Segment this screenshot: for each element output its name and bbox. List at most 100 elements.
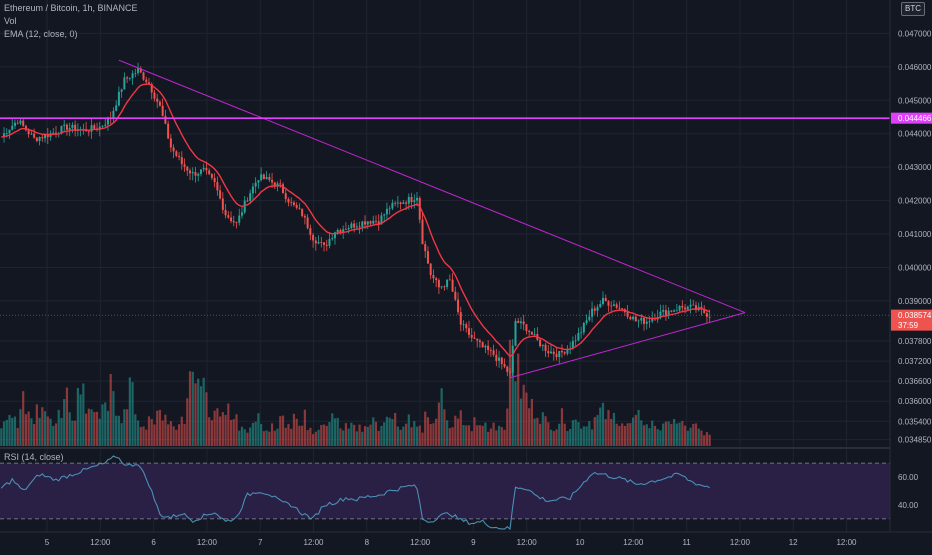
volume-bar — [653, 425, 657, 446]
volume-bar — [314, 431, 317, 446]
volume-bar — [708, 434, 711, 446]
volume-bar — [476, 425, 479, 446]
candle-body — [331, 238, 334, 240]
symbol-legend[interactable]: Ethereum / Bitcoin, 1h, BINANCE — [4, 3, 138, 13]
volume-bar — [615, 423, 618, 446]
candle-body — [189, 170, 192, 174]
volume-bar — [95, 411, 99, 446]
volume-bar — [555, 429, 558, 446]
volume-bar — [243, 429, 246, 446]
volume-bar — [511, 359, 514, 446]
candle-body — [473, 337, 476, 339]
candle-body — [640, 318, 643, 321]
candle-body — [180, 157, 183, 165]
volume-bar — [645, 424, 648, 446]
volume-bar — [177, 424, 181, 446]
volume-bar — [686, 430, 689, 446]
candle-body — [208, 170, 211, 175]
hline-tag-background — [891, 112, 932, 124]
candle-body — [560, 351, 563, 353]
ema-legend[interactable]: EMA (12, close, 0) — [4, 29, 78, 39]
volume-bar — [451, 427, 454, 446]
triangle-trendlines[interactable] — [118, 59, 746, 379]
volume-bar — [109, 373, 112, 446]
candle-body — [446, 279, 449, 287]
candle-body — [517, 320, 520, 324]
candle-body — [459, 312, 462, 325]
volume-bar — [43, 411, 47, 446]
candle-body — [328, 239, 331, 246]
candle-body — [216, 182, 219, 191]
volume-bar — [292, 413, 296, 446]
volume-bar — [571, 420, 575, 446]
volume-bar — [560, 408, 564, 446]
volume-bar — [580, 428, 583, 446]
volume-bar — [238, 430, 241, 446]
candle-body — [104, 124, 107, 126]
candle-body — [364, 221, 367, 225]
volume-bar — [492, 422, 495, 446]
volume-bar — [424, 411, 427, 446]
volume-bar — [262, 431, 265, 446]
candle-body — [470, 334, 473, 338]
candle-body — [205, 167, 208, 171]
candle-body — [448, 279, 451, 281]
volume-bar — [629, 423, 632, 446]
volume-bar — [158, 409, 162, 446]
volume-bar — [249, 427, 252, 446]
time-axis[interactable]: 5 12:00 6 12:00 7 12:00 8 12:00 9 12:00 10 12:00 11 1… — [45, 538, 857, 547]
volume-bar — [240, 426, 244, 446]
time-axis-label: 7 — [258, 538, 263, 547]
price-axis-label: 0.037200 — [898, 357, 932, 366]
candle-body — [675, 310, 678, 312]
candle-body — [498, 357, 501, 361]
candle-body — [539, 339, 542, 347]
candle-body — [355, 226, 358, 228]
volume-bar — [199, 386, 203, 446]
volume-bar — [448, 428, 451, 446]
candle-body — [333, 232, 336, 239]
volume-bar — [519, 398, 523, 446]
time-axis-background[interactable] — [0, 532, 932, 550]
volume-bar — [342, 430, 345, 446]
volume-bar — [19, 409, 22, 446]
candle-body — [580, 332, 583, 334]
volume-bar — [681, 420, 684, 446]
volume-bar — [98, 418, 101, 446]
candle-body — [358, 226, 361, 228]
candle-body — [306, 217, 309, 229]
candle-body — [161, 105, 164, 116]
candle-body — [169, 138, 172, 148]
candle-body — [457, 299, 460, 313]
candle-body — [418, 197, 421, 220]
candle-body — [120, 89, 123, 92]
rsi-legend[interactable]: RSI (14, close) — [4, 452, 64, 462]
candle-body — [46, 134, 49, 138]
volume-bar — [22, 391, 25, 446]
volume-bar — [186, 398, 189, 446]
candle-body — [437, 280, 440, 288]
time-axis-label: 12:00 — [410, 538, 431, 547]
volume-bar — [183, 423, 186, 446]
volume-bar — [689, 427, 692, 446]
candle-body — [705, 313, 708, 317]
candle-body — [407, 196, 410, 204]
candle-body — [514, 320, 517, 346]
volume-legend[interactable]: Vol — [4, 16, 17, 26]
candle-body — [16, 122, 19, 124]
volume-bar — [675, 423, 678, 446]
candle-body — [164, 115, 167, 124]
candle-body — [11, 125, 14, 130]
price-axis-background[interactable] — [890, 0, 932, 532]
rsi-axis[interactable]: 60.00 40.00 — [898, 473, 919, 510]
candle-body — [648, 321, 651, 323]
candle-body — [421, 219, 424, 245]
volume-bar — [673, 418, 676, 446]
price-axis[interactable]: 0.047000 0.046000 0.045000 0.044000 0.043000… — [898, 29, 932, 444]
candle-body — [522, 321, 525, 325]
volume-bar — [164, 414, 167, 446]
volume-bar — [227, 403, 230, 446]
volume-bar — [87, 408, 90, 446]
currency-button[interactable]: BTC — [901, 2, 925, 16]
